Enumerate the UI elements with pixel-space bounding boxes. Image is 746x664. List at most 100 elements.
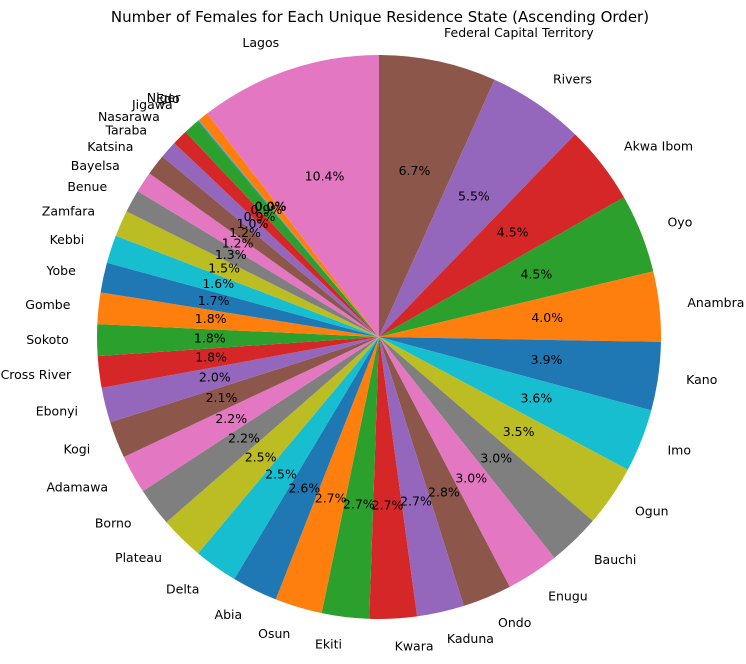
percent-label: 1.7%	[198, 293, 230, 308]
slice-label: Nasarawa	[98, 109, 160, 124]
percent-label: 2.5%	[245, 449, 277, 464]
percent-label: 5.5%	[458, 188, 490, 203]
pie-slice	[379, 79, 576, 337]
pie-slice	[110, 337, 380, 458]
pie-slice	[126, 191, 380, 337]
slice-label: Bauchi	[594, 552, 636, 567]
slice-label: Ogun	[635, 504, 669, 519]
percent-labels: 6.7% 5.5% 4.5% 4.5% 4.0% 3.9% 3.6% 3.5% 3.0% 3.0%…	[194, 163, 563, 512]
percent-label: 1.2%	[229, 225, 261, 240]
slice-label: Federal Capital Territory	[444, 25, 594, 40]
slice-label: Ebonyi	[36, 404, 78, 419]
percent-label: 2.2%	[228, 431, 260, 446]
pie-slice	[207, 55, 379, 337]
pie-slice	[162, 143, 379, 337]
percent-label: 0.9%	[244, 209, 276, 224]
slice-label: Ekiti	[315, 636, 342, 651]
slice-label: Delta	[166, 581, 199, 596]
slice-label: Osun	[258, 626, 290, 641]
percent-label: 3.0%	[480, 450, 512, 465]
percent-label: 4.0%	[531, 310, 563, 325]
slice-label: Kaduna	[447, 631, 494, 646]
pie-slice	[379, 337, 464, 617]
slice-label: Bayelsa	[71, 158, 120, 173]
pie-slice	[97, 337, 379, 388]
pie-slice	[198, 120, 379, 337]
pie-slice	[123, 337, 380, 492]
pie-slice	[185, 121, 379, 337]
percent-label: 10.4%	[305, 168, 345, 183]
percent-label: 1.8%	[194, 330, 226, 345]
slice-labels: Federal Capital Territory Rivers Akwa Ibom…	[1, 25, 745, 653]
percent-label: 4.5%	[520, 266, 552, 281]
percent-label: 2.5%	[265, 466, 297, 481]
slice-label: Lagos	[242, 35, 279, 50]
pie-slice	[106, 235, 379, 337]
slice-label: Kogi	[64, 442, 91, 457]
percent-label: 1.2%	[222, 236, 254, 251]
pie-slices	[97, 55, 661, 619]
pie-slice	[379, 337, 593, 558]
pie-slice	[234, 337, 379, 600]
pie-slice	[379, 337, 661, 411]
pie-slice	[115, 211, 379, 337]
pie-slice	[97, 292, 379, 337]
pie-slice	[369, 337, 418, 619]
percent-label: 1.8%	[195, 350, 227, 365]
percent-label: 1.0%	[237, 216, 269, 231]
pie-slice	[379, 197, 654, 337]
pie-slice	[379, 271, 661, 342]
percent-label: 3.5%	[503, 424, 535, 439]
slice-label: Jigawa	[131, 97, 173, 112]
percent-label: 3.0%	[455, 470, 487, 485]
slice-label: Imo	[667, 443, 691, 458]
percent-label: 4.5%	[497, 225, 529, 240]
pie-slice	[142, 337, 379, 523]
slice-label: Kwara	[395, 638, 434, 653]
percent-label: 2.1%	[206, 390, 238, 405]
pie-slice	[101, 337, 380, 423]
percent-label: 2.6%	[288, 480, 320, 495]
slice-label: Kano	[686, 372, 717, 387]
pie-slice	[321, 337, 379, 619]
pie-slice	[137, 173, 379, 337]
slice-label: Zamfara	[42, 204, 95, 219]
slice-label: Katsina	[87, 139, 133, 154]
percent-label: 2.7%	[400, 494, 432, 509]
pie-slice	[275, 337, 379, 614]
percent-label: 2.7%	[343, 496, 375, 511]
percent-label: 2.7%	[372, 497, 404, 512]
pie-slice	[174, 131, 379, 337]
slice-label: Rivers	[553, 72, 592, 87]
percent-label: 1.6%	[202, 276, 234, 291]
percent-label: 1.3%	[215, 247, 247, 262]
percent-label: 2.2%	[215, 411, 247, 426]
percent-label: 1.5%	[208, 260, 240, 275]
slice-label: Sokoto	[26, 332, 69, 347]
percent-label: 2.0%	[199, 369, 231, 384]
slice-label: Taraba	[104, 122, 147, 137]
slice-label: Benue	[67, 179, 107, 194]
slice-label: Enugu	[548, 589, 588, 604]
percent-label: 6.7%	[399, 163, 431, 178]
pie-slice	[379, 337, 652, 470]
percent-label: 1.8%	[195, 311, 227, 326]
slice-label: Yobe	[46, 263, 77, 278]
slice-label: Borno	[95, 516, 132, 531]
percent-label: 2.7%	[315, 491, 347, 506]
pie-slice	[379, 55, 495, 337]
slice-label: Plateau	[115, 550, 162, 565]
pie-slice	[379, 337, 555, 587]
percent-label: 0.9%	[251, 202, 283, 217]
slice-label: Cross River	[1, 367, 72, 382]
slice-label: Oyo	[667, 214, 692, 229]
slice-label: Anambra	[687, 295, 744, 310]
pie-slice	[198, 113, 379, 338]
slice-label: Ondo	[498, 615, 531, 630]
slice-label: Niger	[147, 90, 181, 105]
percent-label: 3.6%	[520, 391, 552, 406]
slice-label: Gombe	[25, 297, 70, 312]
percent-label: 3.9%	[531, 352, 563, 367]
pie-slice	[97, 324, 379, 357]
